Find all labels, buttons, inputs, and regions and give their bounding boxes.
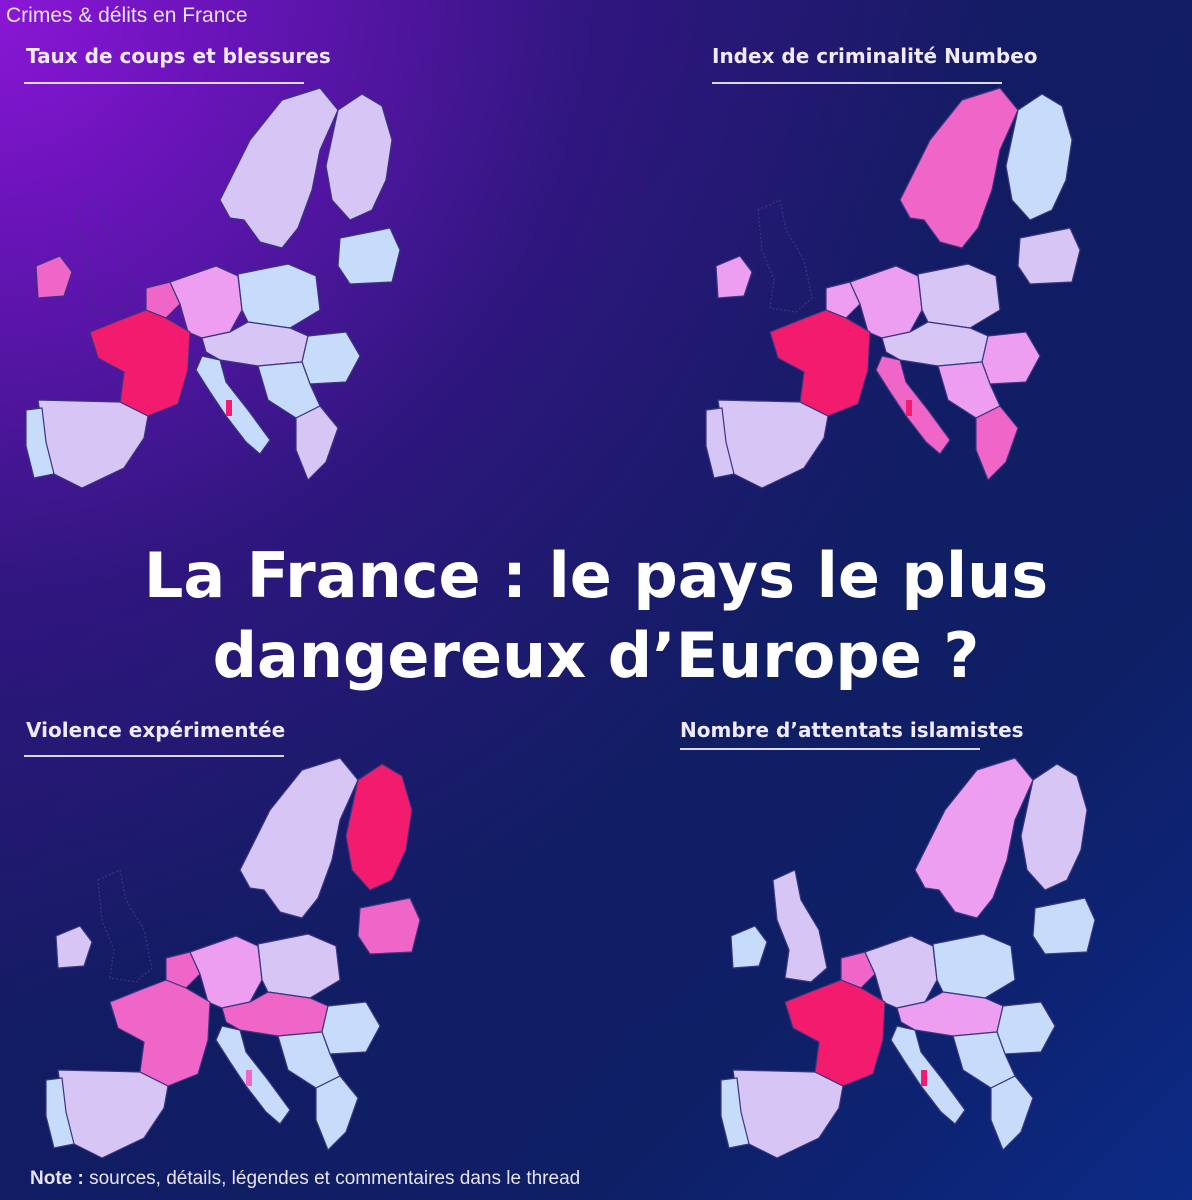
country-benelux bbox=[825, 281, 861, 319]
island-corsica bbox=[906, 400, 912, 416]
country-ireland bbox=[55, 925, 93, 969]
country-greece bbox=[975, 405, 1019, 481]
country-portugal bbox=[705, 407, 735, 479]
country-uk bbox=[757, 199, 813, 313]
country-spain bbox=[732, 1069, 844, 1159]
country-italy bbox=[890, 1025, 966, 1125]
country-nordic-east bbox=[345, 763, 413, 891]
island-corsica bbox=[246, 1070, 252, 1086]
country-benelux bbox=[840, 951, 876, 989]
country-ireland bbox=[35, 255, 73, 299]
panel-title-numbeo: Index de criminalité Numbeo bbox=[712, 44, 1038, 68]
country-greece bbox=[295, 405, 339, 481]
panel-underline-assault bbox=[24, 82, 304, 84]
country-italy bbox=[215, 1025, 291, 1125]
header-label: Crimes & délits en France bbox=[6, 4, 248, 27]
headline-line-2: dangereux d’Europe ? bbox=[212, 619, 980, 692]
headline-line-1: La France : le pays le plus bbox=[143, 539, 1049, 612]
europe-map-svg bbox=[25, 87, 401, 489]
country-greece bbox=[990, 1075, 1034, 1151]
footnote: Note : sources, détails, légendes et com… bbox=[30, 1168, 580, 1190]
country-romania bbox=[321, 1001, 381, 1055]
country-france bbox=[769, 309, 871, 417]
country-greece bbox=[315, 1075, 359, 1151]
country-spain bbox=[37, 399, 149, 489]
country-uk bbox=[77, 199, 133, 313]
europe-map-svg bbox=[720, 757, 1096, 1159]
country-romania bbox=[996, 1001, 1056, 1055]
country-france bbox=[784, 979, 886, 1087]
map-violence-experienced bbox=[40, 740, 430, 1184]
country-baltics bbox=[1017, 227, 1081, 285]
country-ireland bbox=[715, 255, 753, 299]
country-france bbox=[89, 309, 191, 417]
country-ireland bbox=[730, 925, 768, 969]
country-france bbox=[109, 979, 211, 1087]
country-baltics bbox=[1032, 897, 1096, 955]
panel-title-attacks: Nombre d’attentats islamistes bbox=[680, 718, 1024, 742]
country-nordic-east bbox=[1020, 763, 1088, 891]
country-uk bbox=[772, 869, 828, 983]
panel-underline-attacks bbox=[680, 748, 980, 750]
country-nordic-east bbox=[1005, 93, 1073, 221]
europe-map-svg bbox=[705, 87, 1081, 489]
country-spain bbox=[57, 1069, 169, 1159]
country-baltics bbox=[357, 897, 421, 955]
country-italy bbox=[875, 355, 951, 455]
panel-title-violence: Violence expérimentée bbox=[26, 718, 286, 742]
map-assault-rate bbox=[20, 70, 410, 514]
country-uk bbox=[97, 869, 153, 983]
country-nordic-west bbox=[899, 87, 1019, 249]
island-corsica bbox=[921, 1070, 927, 1086]
footnote-text: sources, détails, légendes et commentair… bbox=[83, 1168, 581, 1189]
footnote-label: Note : bbox=[30, 1168, 84, 1189]
map-islamist-attacks bbox=[715, 740, 1105, 1184]
country-portugal bbox=[25, 407, 55, 479]
panel-underline-numbeo bbox=[712, 82, 1002, 84]
country-nordic-west bbox=[219, 87, 339, 249]
map-numbeo-index bbox=[700, 70, 1090, 514]
country-nordic-west bbox=[914, 757, 1034, 919]
europe-map-svg bbox=[45, 757, 421, 1159]
country-poland bbox=[932, 933, 1016, 999]
country-romania bbox=[981, 331, 1041, 385]
country-poland bbox=[917, 263, 1001, 329]
country-poland bbox=[237, 263, 321, 329]
country-spain bbox=[717, 399, 829, 489]
country-baltics bbox=[337, 227, 401, 285]
country-italy bbox=[195, 355, 271, 455]
panel-title-assault: Taux de coups et blessures bbox=[26, 44, 331, 68]
country-nordic-west bbox=[239, 757, 359, 919]
country-benelux bbox=[145, 281, 181, 319]
country-benelux bbox=[165, 951, 201, 989]
island-corsica bbox=[226, 400, 232, 416]
country-portugal bbox=[45, 1077, 75, 1149]
country-romania bbox=[301, 331, 361, 385]
country-portugal bbox=[720, 1077, 750, 1149]
panel-underline-violence bbox=[24, 755, 284, 757]
country-poland bbox=[257, 933, 341, 999]
country-nordic-east bbox=[325, 93, 393, 221]
